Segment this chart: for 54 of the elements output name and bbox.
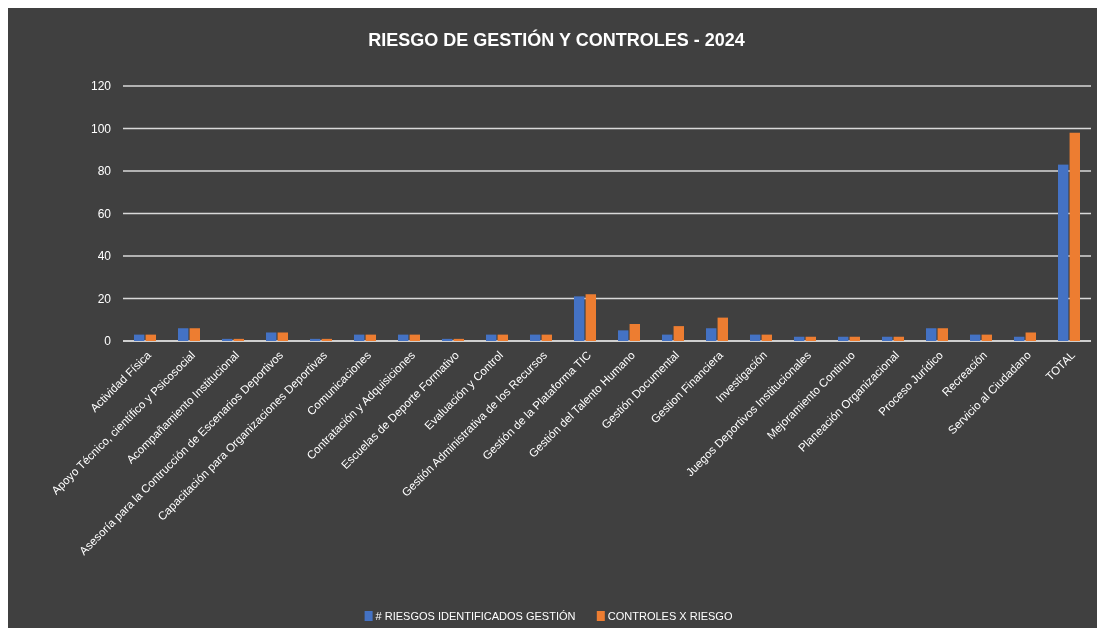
- bar: [706, 328, 717, 341]
- bar: [354, 334, 365, 341]
- bar: [585, 294, 596, 341]
- legend-label: # RIESGOS IDENTIFICADOS GESTIÓN: [375, 609, 576, 622]
- bar: [266, 332, 277, 341]
- bar: [398, 334, 409, 341]
- bar: [574, 296, 585, 341]
- bar: [277, 332, 288, 341]
- bar: [486, 334, 497, 341]
- bar: [321, 338, 332, 341]
- bar: [794, 336, 805, 341]
- bar: [937, 328, 948, 341]
- bar: [926, 328, 937, 341]
- bar: [497, 334, 508, 341]
- bar: [222, 338, 233, 341]
- bar: [365, 334, 376, 341]
- bar: [189, 328, 200, 341]
- legend-label: CONTROLES X RIESGO: [607, 609, 733, 622]
- y-tick-label: 40: [97, 249, 112, 264]
- bar: [618, 330, 629, 341]
- bar: [849, 336, 860, 341]
- bar: [1069, 132, 1080, 341]
- bar: [442, 338, 453, 341]
- bar: [750, 334, 761, 341]
- y-tick-label: 80: [97, 164, 112, 179]
- bar: [629, 324, 640, 341]
- bar: [178, 328, 189, 341]
- bar: [761, 334, 772, 341]
- bar: [981, 334, 992, 341]
- bar: [1025, 332, 1036, 341]
- bar: [662, 334, 673, 341]
- bar: [409, 334, 420, 341]
- bar: [453, 338, 464, 341]
- chart-title: RIESGO DE GESTIÓN Y CONTROLES - 2024: [368, 29, 745, 50]
- y-tick-label: 20: [97, 291, 112, 306]
- bar: [970, 334, 981, 341]
- bar: [1058, 164, 1069, 341]
- bar: [1014, 336, 1025, 341]
- bar: [838, 336, 849, 341]
- bar: [530, 334, 541, 341]
- bar: [310, 338, 321, 341]
- bar: [134, 334, 145, 341]
- bar: [233, 338, 244, 341]
- bar: [673, 326, 684, 341]
- bar: [882, 336, 893, 341]
- y-tick-label: 60: [97, 206, 112, 221]
- bar: [145, 334, 156, 341]
- bar: [717, 317, 728, 341]
- y-tick-label: 100: [90, 121, 112, 136]
- y-tick-label: 120: [90, 79, 112, 94]
- y-tick-label: 0: [104, 334, 112, 349]
- bar: [893, 336, 904, 341]
- bar: [805, 336, 816, 341]
- bar: [541, 334, 552, 341]
